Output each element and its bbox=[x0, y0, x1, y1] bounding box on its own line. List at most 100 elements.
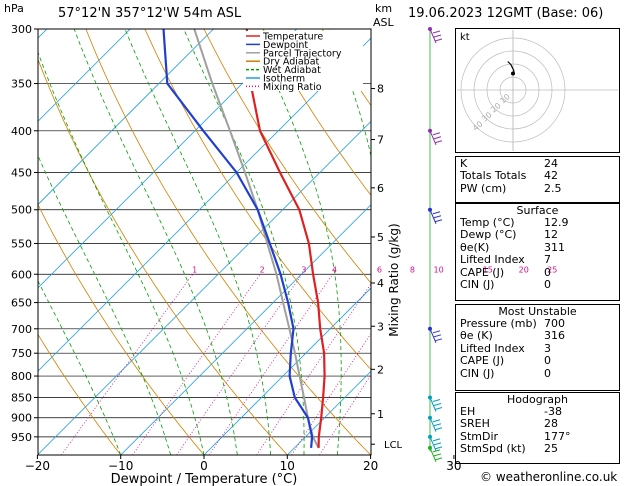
hodograph-stat-value: -38 bbox=[544, 405, 562, 418]
isotherm-line bbox=[203, 287, 371, 455]
most-unstable-value: 0 bbox=[544, 366, 551, 380]
wind-barb bbox=[429, 328, 443, 343]
mixing-ratio-tick-label: 20 bbox=[519, 265, 529, 274]
pressure-tick-label: 550 bbox=[11, 237, 32, 250]
hodograph-stat-label: SREH bbox=[460, 417, 490, 431]
pressure-tick-label: 900 bbox=[11, 412, 32, 425]
location-title: 57°12'N 357°12'W 54m ASL bbox=[58, 6, 242, 21]
surface-value: 311 bbox=[544, 240, 565, 254]
surface-label: Dewp (°C) bbox=[460, 228, 517, 242]
most-unstable-label: CAPE (J) bbox=[460, 354, 505, 368]
most-unstable-row: θe (K) 316 bbox=[456, 329, 619, 343]
most-unstable-label: CIN (J) bbox=[460, 366, 495, 380]
wet-adiabat-line bbox=[73, 29, 238, 455]
pressure-unit-label: hPa bbox=[4, 2, 24, 15]
most-unstable-row: Lifted Index 3 bbox=[456, 341, 619, 355]
temperature-tick-label: 20 bbox=[363, 459, 378, 473]
storm-motion-dot bbox=[511, 71, 515, 76]
height-tick-label: 7 bbox=[377, 134, 384, 147]
pressure-tick-label: 300 bbox=[11, 23, 32, 36]
most-unstable-label: θe (K) bbox=[460, 329, 493, 343]
surface-label: Temp (°C) bbox=[460, 216, 515, 229]
surface-row: CAPE (J) 0 bbox=[456, 265, 619, 279]
surface-value: 0 bbox=[544, 265, 551, 279]
most-unstable-value: 3 bbox=[544, 341, 551, 355]
surface-row: Temp (°C) 12.9 bbox=[456, 216, 619, 229]
hodograph-stat-label: StmSpd (kt) bbox=[460, 442, 526, 456]
isotherm-line bbox=[38, 120, 371, 455]
isotherm-line bbox=[38, 29, 214, 206]
height-tick-label: 2 bbox=[377, 363, 384, 376]
pressure-tick-label: 800 bbox=[11, 370, 32, 383]
legend-entry: Wet Adiabat bbox=[263, 65, 321, 76]
height-tick-label: 1 bbox=[377, 408, 384, 421]
height-unit-label: km bbox=[375, 2, 393, 15]
mixing-ratio-line bbox=[319, 373, 371, 455]
mixing-ratio-tick-label: 1 bbox=[192, 265, 197, 274]
index-row: K 24 bbox=[456, 157, 619, 170]
pressure-tick-label: 600 bbox=[11, 268, 32, 281]
hodograph-ring bbox=[486, 63, 540, 117]
hodograph-ring bbox=[460, 37, 566, 143]
height-tick-label: 4 bbox=[377, 277, 384, 290]
mixing-ratio-tick-label: 10 bbox=[433, 265, 443, 274]
most-unstable-row: Pressure (mb) 700 bbox=[456, 317, 619, 330]
pressure-tick-label: 750 bbox=[11, 347, 32, 360]
hodograph-stats-title: Hodograph bbox=[507, 393, 568, 406]
hodograph-frame bbox=[455, 28, 620, 153]
height-ref-label: ASL bbox=[373, 16, 394, 29]
mixing-ratio-tick-label: 6 bbox=[377, 265, 382, 274]
mixing-ratio-axis-label: Mixing Ratio (g/kg) bbox=[387, 223, 401, 336]
surface-row: CIN (J) 0 bbox=[456, 277, 619, 291]
skewt-profiles bbox=[162, 29, 326, 449]
hodograph-stat-value: 25 bbox=[544, 442, 558, 456]
datetime-label: 19.06.2023 12GMT (Base: 06) bbox=[408, 6, 604, 21]
surface-title: Surface bbox=[516, 204, 559, 217]
dry-adiabat-line bbox=[38, 333, 122, 455]
legend-entry: Temperature bbox=[262, 32, 323, 43]
temperature-tick-label: −20 bbox=[25, 459, 50, 473]
index-label: PW (cm) bbox=[460, 181, 507, 195]
legend-entry: Parcel Trajectory bbox=[263, 48, 342, 59]
legend-entry: Dewpoint bbox=[263, 40, 308, 51]
temperature-tick-label: 10 bbox=[280, 459, 295, 473]
wet-adiabat-line bbox=[38, 154, 172, 455]
most-unstable-label: Lifted Index bbox=[460, 341, 525, 355]
isotherm-line bbox=[38, 37, 371, 372]
hodograph-stat-row: StmSpd (kt) 25 bbox=[456, 442, 619, 456]
surface-row: Lifted Index 7 bbox=[456, 253, 619, 266]
index-value: 2.5 bbox=[544, 181, 562, 195]
wet-adiabat-line bbox=[328, 29, 371, 455]
surface-value: 12 bbox=[544, 228, 558, 242]
most-unstable-value: 0 bbox=[544, 354, 551, 368]
mixing-ratio-line bbox=[176, 274, 303, 455]
most-unstable-title: Most Unstable bbox=[498, 305, 577, 318]
hodograph-stats-panel: Hodograph EH -38 SREH 28 StmDir 177° StmSpd (k… bbox=[455, 392, 620, 464]
pressure-tick-label: 450 bbox=[11, 166, 32, 179]
dry-adiabat-line bbox=[38, 58, 288, 455]
isotherm-line bbox=[38, 29, 298, 289]
index-row: PW (cm) 2.5 bbox=[456, 181, 619, 195]
wind-barb bbox=[429, 447, 443, 463]
hodograph-stat-label: EH bbox=[460, 405, 476, 418]
pressure-tick-label: 500 bbox=[11, 204, 32, 217]
wind-barb bbox=[429, 397, 443, 412]
index-label: Totals Totals bbox=[460, 169, 527, 183]
height-tick-label: 3 bbox=[377, 320, 384, 333]
wet-adiabat-line bbox=[38, 51, 205, 455]
isotherm-line bbox=[38, 29, 131, 122]
surface-value: 0 bbox=[544, 277, 551, 291]
dewpoint-line bbox=[162, 29, 314, 448]
hodograph-unit: kt bbox=[460, 32, 470, 43]
surface-value: 12.9 bbox=[544, 216, 569, 229]
pressure-tick-label: 650 bbox=[11, 297, 32, 310]
index-value: 42 bbox=[544, 169, 558, 183]
mixing-ratio-line bbox=[132, 274, 261, 455]
mixing-ratio-tick-label: 15 bbox=[483, 265, 493, 274]
wet-adiabat-line bbox=[251, 29, 342, 455]
dry-adiabat-line bbox=[144, 29, 371, 371]
hodograph-ring bbox=[473, 50, 553, 130]
